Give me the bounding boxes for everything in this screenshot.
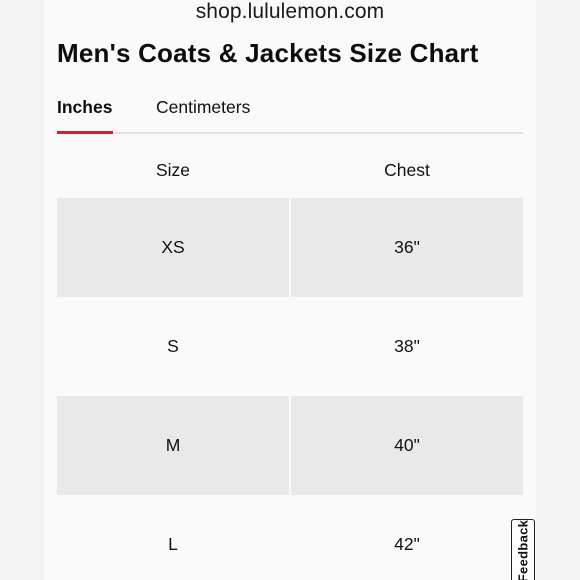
feedback-button[interactable]: Feedback bbox=[511, 519, 535, 580]
table-row: L 42" bbox=[57, 495, 523, 580]
chest-cell: 38" bbox=[394, 336, 420, 356]
feedback-label: Feedback bbox=[515, 519, 531, 580]
page-viewport: shop.lululemon.com Men's Coats & Jackets… bbox=[44, 0, 536, 580]
column-header-size: Size bbox=[155, 159, 191, 180]
table-row: S 38" bbox=[57, 297, 523, 396]
size-cell: XS bbox=[57, 198, 289, 297]
unit-tabs: Inches Centimeters bbox=[57, 92, 523, 134]
page-title: Men's Coats & Jackets Size Chart bbox=[57, 38, 479, 68]
tab-centimeters[interactable]: Centimeters bbox=[156, 97, 251, 117]
column-header-chest: Chest bbox=[384, 159, 430, 180]
size-cell: S bbox=[167, 336, 179, 356]
active-tab-indicator bbox=[57, 131, 113, 134]
table-header-row: Size Chest bbox=[57, 142, 523, 198]
table-row: XS 36" bbox=[57, 198, 523, 297]
table-row: M 40" bbox=[57, 396, 523, 495]
size-chart-table: Size Chest XS 36" S 38" M 40" L 42" bbox=[57, 142, 523, 580]
chest-cell: 40" bbox=[291, 396, 523, 495]
chest-cell: 36" bbox=[291, 198, 523, 297]
tab-inches[interactable]: Inches bbox=[57, 97, 113, 117]
chest-cell: 42" bbox=[394, 534, 420, 554]
size-cell: L bbox=[168, 534, 178, 554]
size-cell: M bbox=[57, 396, 289, 495]
url-bar[interactable]: shop.lululemon.com bbox=[195, 0, 385, 23]
